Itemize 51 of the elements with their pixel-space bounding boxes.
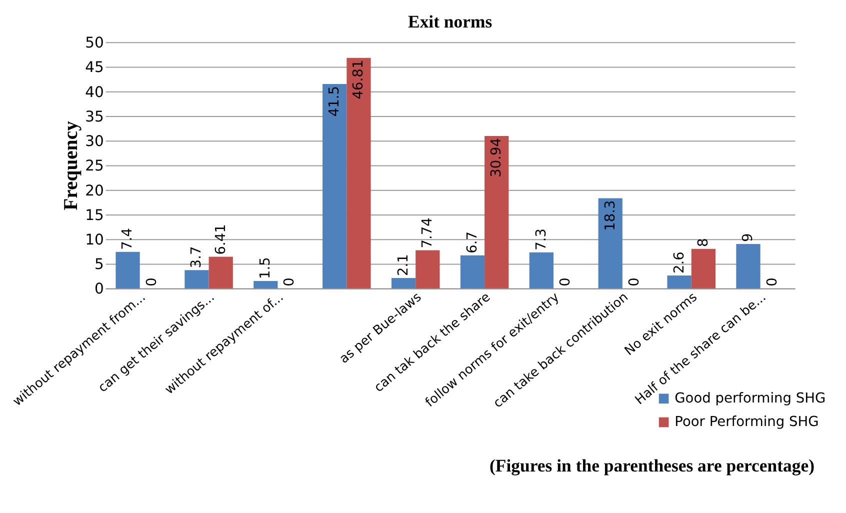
data-label: 1.5 <box>258 257 274 279</box>
bar <box>322 84 347 288</box>
y-tick-label: 15 <box>85 206 104 224</box>
chart-title: Exit norms <box>408 11 492 32</box>
bar <box>691 248 716 288</box>
bar <box>416 250 440 288</box>
y-tick-label: 25 <box>85 158 104 175</box>
bar <box>529 252 554 288</box>
y-tick-label: 30 <box>85 133 104 150</box>
bar <box>184 270 209 288</box>
y-tick-label: 40 <box>85 84 104 101</box>
bar <box>208 256 233 288</box>
data-label: 18.3 <box>602 200 618 231</box>
data-label: 0 <box>558 278 574 286</box>
y-tick-label: 45 <box>85 59 104 76</box>
bar <box>667 276 692 288</box>
data-label: 6.41 <box>212 224 229 255</box>
legend-label: Good performing SHG <box>674 390 826 407</box>
bar <box>391 278 416 288</box>
data-label: 6.7 <box>464 231 480 254</box>
y-tick-label: 10 <box>85 232 104 248</box>
legend-label: Poor Performing SHG <box>674 414 819 430</box>
data-label: 7.3 <box>533 228 550 250</box>
data-label: 0 <box>626 278 642 286</box>
bar <box>116 252 140 288</box>
data-label: 9 <box>740 233 756 242</box>
y-tick-label: 50 <box>85 34 104 52</box>
data-label: 0 <box>764 278 780 286</box>
bar <box>598 198 622 288</box>
data-label: 7.74 <box>420 218 436 248</box>
bar <box>346 58 371 288</box>
data-label: 30.94 <box>488 138 505 178</box>
data-label: 2.1 <box>395 254 412 276</box>
bar <box>254 280 278 288</box>
y-tick-label: 0 <box>94 280 104 298</box>
y-tick-label: 5 <box>94 256 104 274</box>
data-label: 41.5 <box>326 86 343 117</box>
data-label: 0 <box>282 278 298 286</box>
y-tick-label: 20 <box>85 182 104 200</box>
text: (Figures in the parentheses are percentage) <box>490 456 815 476</box>
bar <box>484 136 509 288</box>
data-label: 0 <box>144 278 160 286</box>
data-label: 2.6 <box>671 252 688 274</box>
bar <box>736 244 760 288</box>
data-label: 3.7 <box>188 246 205 268</box>
bar <box>460 255 485 288</box>
data-label: 8 <box>695 238 712 247</box>
data-label: 46.81 <box>350 60 367 100</box>
y-axis-title: Frequency <box>60 120 82 210</box>
y-tick-label: 35 <box>85 108 104 126</box>
data-label: 7.4 <box>120 228 136 250</box>
